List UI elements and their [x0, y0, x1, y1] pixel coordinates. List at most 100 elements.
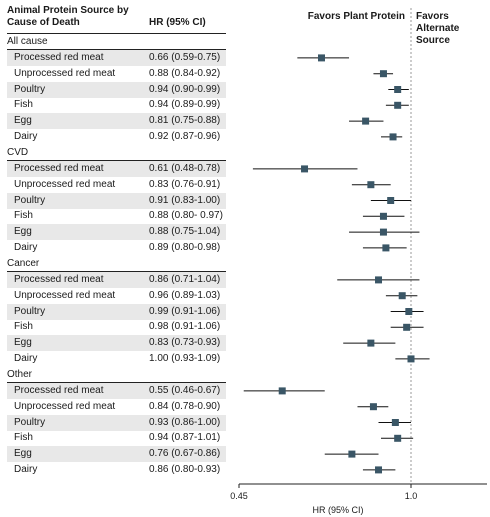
hr-value: 1.00 (0.93-1.09) [149, 353, 221, 364]
table-row: Egg 0.88 (0.75-1.04) [7, 224, 226, 241]
x-tick-label: 0.45 [230, 491, 248, 501]
table-row: Processed red meat 0.61 (0.48-0.78) [7, 161, 226, 177]
point-estimate-marker [379, 212, 387, 220]
hr-value: 0.83 (0.73-0.93) [149, 337, 221, 349]
point-estimate-marker [407, 355, 415, 363]
table-row: Fish 0.98 (0.91-1.06) [7, 319, 226, 335]
source-label: Processed red meat [14, 274, 104, 285]
point-estimate-marker [382, 244, 390, 252]
source-label: Egg [14, 226, 32, 238]
hr-value: 0.55 (0.46-0.67) [149, 385, 221, 396]
x-tick-label: 1.0 [405, 491, 418, 501]
point-estimate-marker [317, 54, 325, 62]
table-row: Dairy 0.89 (0.80-0.98) [7, 240, 226, 256]
point-estimate-marker [379, 228, 387, 236]
point-estimate-marker [379, 70, 387, 78]
source-label: Unprocessed red meat [14, 289, 116, 301]
table-row: Poultry 0.99 (0.91-1.06) [7, 303, 226, 320]
point-estimate-marker [394, 101, 402, 109]
hr-value: 0.81 (0.75-0.88) [149, 115, 221, 127]
table-row: Processed red meat 0.66 (0.59-0.75) [7, 50, 226, 66]
column-header-source: Animal Protein Source by Cause of Death [7, 5, 129, 28]
hr-value: 0.88 (0.80- 0.97) [149, 210, 223, 222]
column-header-hr: HR (95% CI) [149, 17, 206, 28]
source-label: Poultry [14, 194, 46, 206]
hr-value: 0.96 (0.89-1.03) [149, 289, 221, 301]
source-label: Unprocessed red meat [14, 67, 116, 79]
hr-value: 0.93 (0.86-1.00) [149, 416, 221, 428]
hr-value: 0.84 (0.78-0.90) [149, 400, 221, 412]
hr-value: 0.92 (0.87-0.96) [149, 131, 221, 142]
x-axis-label: HR (95% CI) [312, 505, 363, 515]
hr-value: 0.86 (0.80-0.93) [149, 464, 221, 475]
point-estimate-marker [301, 165, 309, 173]
table-row: Dairy 1.00 (0.93-1.09) [7, 351, 226, 367]
group-header-cancer: Cancer [7, 256, 226, 272]
table-row: Dairy 0.92 (0.87-0.96) [7, 129, 226, 145]
table-row: Fish 0.94 (0.89-0.99) [7, 97, 226, 113]
header-rule [7, 33, 226, 34]
hr-value: 0.86 (0.71-1.04) [149, 274, 221, 285]
favors-plant-label: Favors Plant Protein [307, 11, 405, 22]
source-label: Dairy [14, 464, 38, 475]
table-row: Processed red meat 0.55 (0.46-0.67) [7, 383, 226, 399]
point-estimate-marker [389, 133, 397, 141]
source-label: Dairy [14, 353, 38, 364]
point-estimate-marker [375, 276, 383, 284]
point-estimate-marker [367, 339, 375, 347]
hr-value: 0.91 (0.83-1.00) [149, 194, 221, 206]
favors-alternate-label: Favors Alternate Source [416, 11, 460, 46]
group-header-all-cause: All cause [7, 34, 226, 50]
hr-value: 0.88 (0.75-1.04) [149, 226, 221, 238]
table-row: Poultry 0.93 (0.86-1.00) [7, 414, 226, 431]
point-estimate-marker [394, 86, 402, 93]
source-label: Fish [14, 321, 33, 333]
hr-value: 0.76 (0.67-0.86) [149, 448, 221, 460]
hr-value: 0.83 (0.76-0.91) [149, 178, 221, 190]
group-label: Other [7, 369, 33, 380]
source-label: Poultry [14, 83, 46, 95]
group-label: CVD [7, 147, 29, 158]
table-row: Processed red meat 0.86 (0.71-1.04) [7, 272, 226, 288]
source-label: Fish [14, 99, 33, 111]
group-header-other: Other [7, 367, 226, 383]
point-estimate-marker [387, 197, 395, 204]
point-estimate-marker [394, 434, 402, 442]
table-row: Fish 0.94 (0.87-1.01) [7, 430, 226, 446]
source-label: Egg [14, 115, 32, 127]
group-header-cvd: CVD [7, 145, 226, 161]
source-label: Fish [14, 432, 33, 444]
table-row: Unprocessed red meat 0.84 (0.78-0.90) [7, 399, 226, 415]
point-estimate-marker [405, 308, 413, 315]
table-row: Egg 0.83 (0.73-0.93) [7, 335, 226, 352]
table-row: Poultry 0.91 (0.83-1.00) [7, 192, 226, 209]
table-row: Unprocessed red meat 0.83 (0.76-0.91) [7, 177, 226, 193]
point-estimate-marker [398, 292, 406, 300]
table-row: Poultry 0.94 (0.90-0.99) [7, 81, 226, 98]
point-estimate-marker [367, 181, 375, 189]
hr-value: 0.99 (0.91-1.06) [149, 305, 221, 317]
table-row: Unprocessed red meat 0.88 (0.84-0.92) [7, 66, 226, 82]
source-label: Fish [14, 210, 33, 222]
source-label: Unprocessed red meat [14, 400, 116, 412]
source-label: Egg [14, 448, 32, 460]
source-label: Poultry [14, 416, 46, 428]
table-row: Dairy 0.86 (0.80-0.93) [7, 462, 226, 478]
point-estimate-marker [403, 323, 411, 331]
table-row: Egg 0.81 (0.75-0.88) [7, 113, 226, 130]
point-estimate-marker [362, 117, 370, 125]
hr-value: 0.94 (0.89-0.99) [149, 99, 221, 111]
hr-value: 0.66 (0.59-0.75) [149, 52, 221, 63]
hr-value: 0.88 (0.84-0.92) [149, 67, 221, 79]
source-label: Dairy [14, 131, 38, 142]
point-estimate-marker [278, 387, 286, 395]
table-row: Fish 0.88 (0.80- 0.97) [7, 208, 226, 224]
point-estimate-marker [369, 403, 377, 411]
group-label: All cause [7, 36, 48, 47]
hr-value: 0.94 (0.90-0.99) [149, 83, 221, 95]
source-label: Unprocessed red meat [14, 178, 116, 190]
source-label: Processed red meat [14, 52, 104, 63]
source-label: Processed red meat [14, 385, 104, 396]
hr-value: 0.89 (0.80-0.98) [149, 242, 221, 253]
